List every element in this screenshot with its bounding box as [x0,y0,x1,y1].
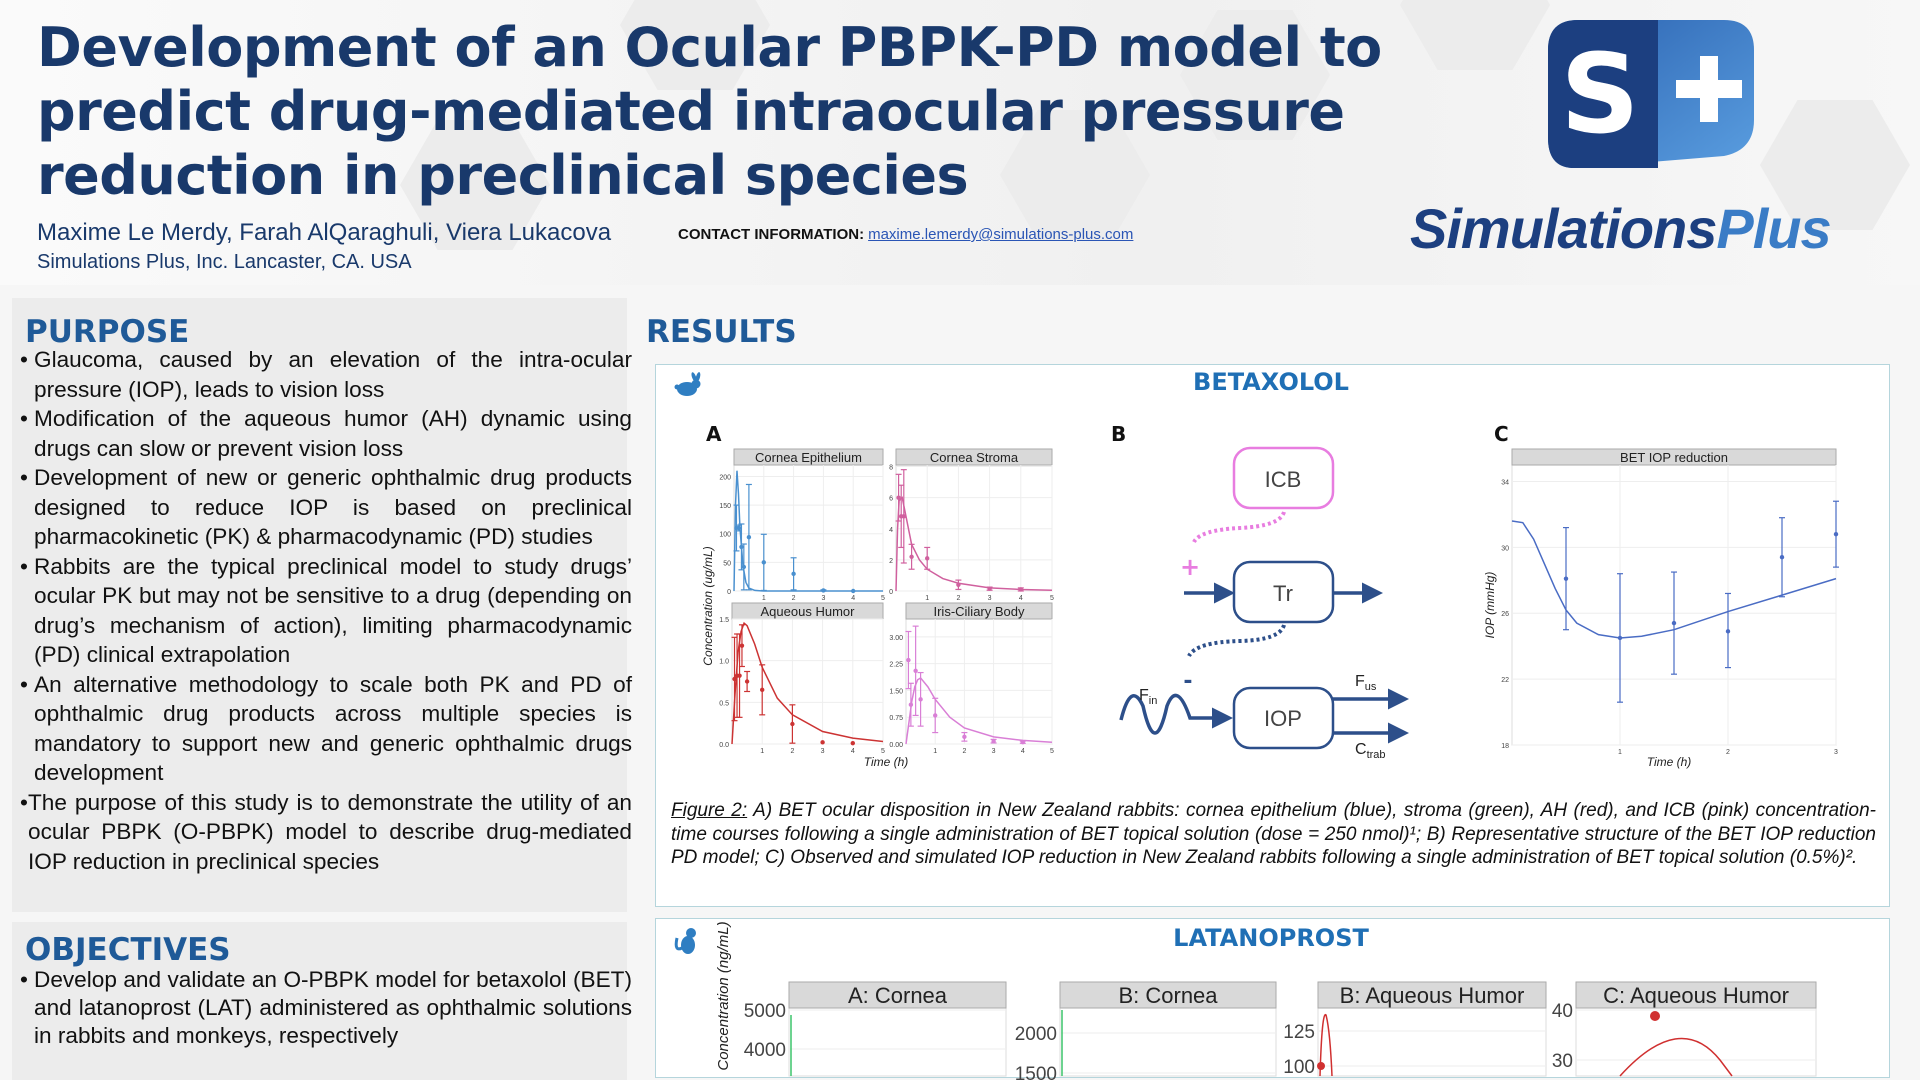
simulations-plus-wordmark: SimulationsPlus [1410,196,1832,261]
rabbit-icon [674,372,701,396]
wordmark-simulations: Simulations [1410,197,1717,260]
purpose-item: Glaucoma, caused by an elevation of the … [20,345,632,404]
panel-label-c: C [1494,422,1509,446]
background-hexagon [400,120,550,250]
betaxolol-title: BETAXOLOL [1193,368,1349,396]
purpose-item: Rabbits are the typical preclinical mode… [20,552,632,670]
contact-information: CONTACT INFORMATION: maxime.lemerdy@simul… [678,226,1133,243]
contact-email-link[interactable]: maxime.lemerdy@simulations-plus.com [868,226,1134,243]
caption-label: Figure 2: [671,800,748,821]
poster-title: Development of an Ocular PBPK-PD model t… [37,16,1382,207]
simulations-plus-logo-mark: S [1548,20,1754,168]
purpose-item: Development of new or generic ophthalmic… [20,463,632,552]
latanoprost-title: LATANOPROST [1173,924,1369,952]
background-hexagon [1000,110,1150,240]
objectives-panel: OBJECTIVES Develop and validate an O-PBP… [12,922,632,1080]
panel-label-a: A [706,422,722,446]
figure-2-caption: Figure 2: A) BET ocular disposition in Ne… [671,799,1876,870]
monkey-icon [674,928,696,954]
purpose-item: The purpose of this study is to demonstr… [20,788,632,877]
purpose-item: Modification of the aqueous humor (AH) d… [20,404,632,463]
purpose-heading: PURPOSE [25,314,190,350]
svg-text:S: S [1560,30,1639,158]
contact-label: CONTACT INFORMATION: [678,226,865,243]
affiliation: Simulations Plus, Inc. Lancaster, CA. US… [37,251,412,273]
objectives-heading: OBJECTIVES [25,932,231,968]
panel-label-b: B [1111,422,1127,446]
purpose-item: An alternative methodology to scale both… [20,670,632,788]
objectives-item: Develop and validate an O-PBPK model for… [20,966,632,1050]
purpose-list: Glaucoma, caused by an elevation of the … [20,345,632,876]
purpose-panel: PURPOSE Glaucoma, caused by an elevation… [12,298,632,912]
objectives-list: Develop and validate an O-PBPK model for… [20,966,632,1050]
caption-text: A) BET ocular disposition in New Zealand… [671,800,1876,869]
authors: Maxime Le Merdy, Farah AlQaraghuli, Vier… [37,219,612,246]
results-heading: RESULTS [646,314,797,350]
wordmark-plus: Plus [1716,197,1831,260]
